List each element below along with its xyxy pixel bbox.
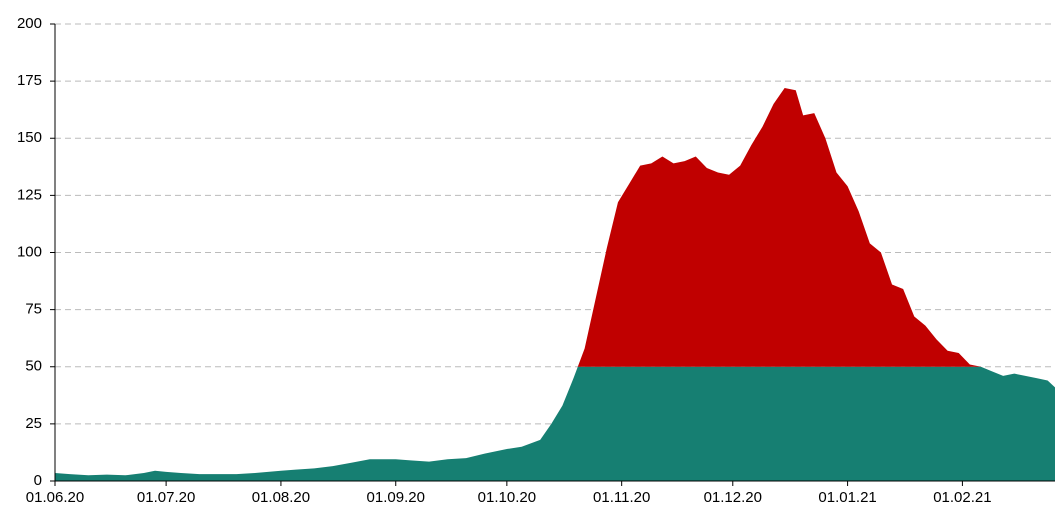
y-tick-label: 25 (25, 415, 42, 432)
x-tick-label: 01.08.20 (252, 489, 310, 506)
x-tick-label: 01.07.20 (137, 489, 195, 506)
x-tick-label: 01.01.21 (818, 489, 876, 506)
y-tick-label: 100 (17, 243, 42, 260)
y-tick-label: 200 (17, 15, 42, 32)
x-tick-label: 01.10.20 (478, 489, 536, 506)
y-tick-label: 125 (17, 186, 42, 203)
y-tick-label: 150 (17, 129, 42, 146)
area-below (55, 366, 1055, 481)
x-tick-label: 01.02.21 (933, 489, 991, 506)
x-tick-label: 01.12.20 (704, 489, 762, 506)
y-tick-label: 75 (25, 301, 42, 318)
area-above (577, 87, 981, 367)
x-tick-label: 01.09.20 (367, 489, 425, 506)
y-tick-label: 175 (17, 72, 42, 89)
y-tick-label: 50 (25, 358, 42, 375)
x-tick-label: 01.11.20 (593, 489, 650, 506)
x-tick-label: 01.06.20 (26, 489, 84, 506)
y-tick-label: 0 (34, 472, 42, 489)
